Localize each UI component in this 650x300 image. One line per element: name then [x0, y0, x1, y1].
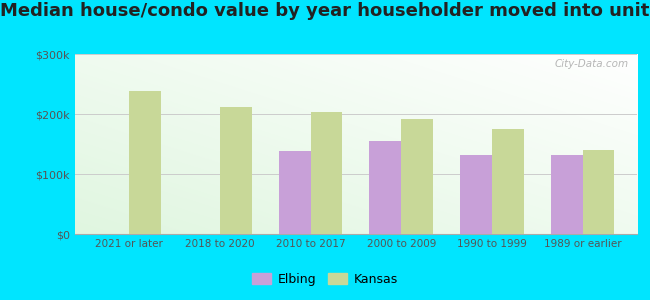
Bar — [369, 141, 401, 234]
Bar — [279, 151, 311, 234]
Bar — [401, 119, 433, 234]
Bar — [311, 112, 343, 234]
Bar — [369, 141, 401, 234]
Text: City-Data.com: City-Data.com — [554, 59, 629, 69]
Bar — [492, 129, 524, 234]
Bar — [279, 151, 311, 234]
Bar — [129, 91, 161, 234]
Bar — [220, 107, 252, 234]
Bar — [460, 155, 492, 234]
Legend: Elbing, Kansas: Elbing, Kansas — [247, 268, 403, 291]
Bar — [492, 129, 524, 234]
Text: Median house/condo value by year householder moved into unit: Median house/condo value by year househo… — [0, 2, 650, 20]
Bar — [401, 119, 433, 234]
Bar — [220, 107, 252, 234]
Bar — [311, 112, 343, 234]
Bar — [129, 91, 161, 234]
Bar — [460, 155, 492, 234]
Bar — [582, 150, 614, 234]
Bar — [582, 150, 614, 234]
Bar — [551, 155, 582, 234]
Bar — [551, 155, 582, 234]
